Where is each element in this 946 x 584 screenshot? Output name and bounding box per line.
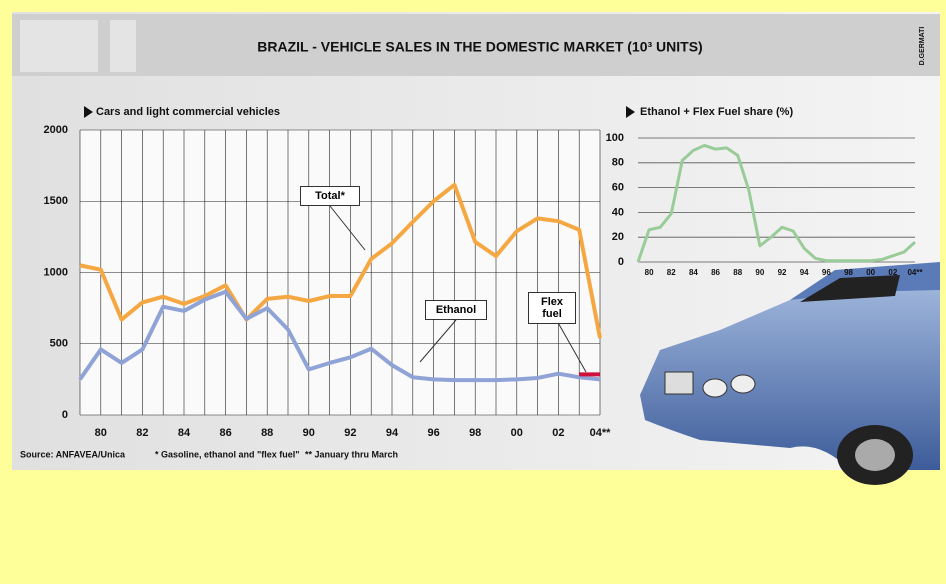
headlight [702, 378, 728, 398]
hub [855, 439, 895, 471]
x-tick-label: 88 [261, 427, 273, 439]
x-tick-label: 04** [590, 427, 612, 439]
x-tick-label: 96 [427, 427, 439, 439]
source: Source: ANFAVEA/Unica [20, 449, 126, 459]
y-tick-label: 0 [62, 409, 68, 421]
car [640, 262, 940, 485]
y-tick-label: 500 [50, 338, 68, 350]
title-bar [12, 14, 940, 76]
y-tick-label: 2000 [44, 124, 68, 136]
decor [20, 20, 98, 72]
x-tick-label: 96 [822, 268, 831, 277]
note: * Gasoline, ethanol and "flex fuel" [155, 449, 300, 459]
x-tick-label: 98 [469, 427, 481, 439]
x-tick-label: 84 [178, 427, 191, 439]
credit: D.GERMATI [919, 27, 926, 66]
series-line [636, 143, 917, 263]
x-tick-label: 94 [800, 268, 809, 277]
y-tick-label: 60 [612, 182, 624, 194]
leader-line [329, 205, 366, 251]
car-window [800, 275, 900, 302]
series-label: Total* [300, 186, 360, 206]
leader-line [419, 319, 457, 363]
arrow [626, 106, 635, 118]
y-tick-label: 40 [612, 206, 624, 218]
series-label: Flex fuel [528, 292, 576, 324]
subtitle: Ethanol + Flex Fuel share (%) [640, 106, 793, 118]
series-line [78, 289, 601, 383]
title: BRAZIL - VEHICLE SALES IN THE DOMESTIC M… [257, 39, 702, 55]
y-tick-label: 1000 [44, 266, 68, 278]
y-tick-label: 0 [618, 256, 624, 268]
x-tick-label: 98 [844, 268, 853, 277]
arrow [84, 106, 93, 118]
x-tick-label: 88 [733, 268, 742, 277]
x-tick-label: 80 [645, 268, 654, 277]
x-tick-label: 92 [344, 427, 356, 439]
y-tick-label: 100 [606, 132, 624, 144]
y-tick-label: 20 [612, 231, 624, 243]
y-tick-label: 1500 [44, 195, 68, 207]
x-tick-label: 00 [511, 427, 523, 439]
y-tick-label: 80 [612, 157, 624, 169]
x-tick-label: 02 [888, 268, 897, 277]
car-body [640, 285, 940, 470]
headlight [730, 374, 756, 394]
x-tick-label: 86 [219, 427, 231, 439]
x-tick-label: 86 [711, 268, 720, 277]
series-line [79, 182, 602, 339]
x-tick-label: 92 [778, 268, 787, 277]
grille [664, 371, 694, 395]
decor [110, 20, 136, 72]
x-tick-label: 04** [907, 268, 923, 277]
note: ** January thru March [305, 449, 398, 459]
x-tick-label: 82 [136, 427, 148, 439]
x-tick-label: 00 [866, 268, 875, 277]
x-tick-label: 02 [552, 427, 564, 439]
series-label: Ethanol [425, 300, 487, 320]
subtitle: Cars and light commercial vehicles [96, 106, 280, 118]
x-tick-label: 90 [755, 268, 764, 277]
x-tick-label: 80 [95, 427, 107, 439]
x-tick-label: 90 [303, 427, 315, 439]
x-tick-label: 82 [667, 268, 676, 277]
x-tick-label: 84 [689, 268, 698, 277]
x-tick-label: 94 [386, 427, 399, 439]
